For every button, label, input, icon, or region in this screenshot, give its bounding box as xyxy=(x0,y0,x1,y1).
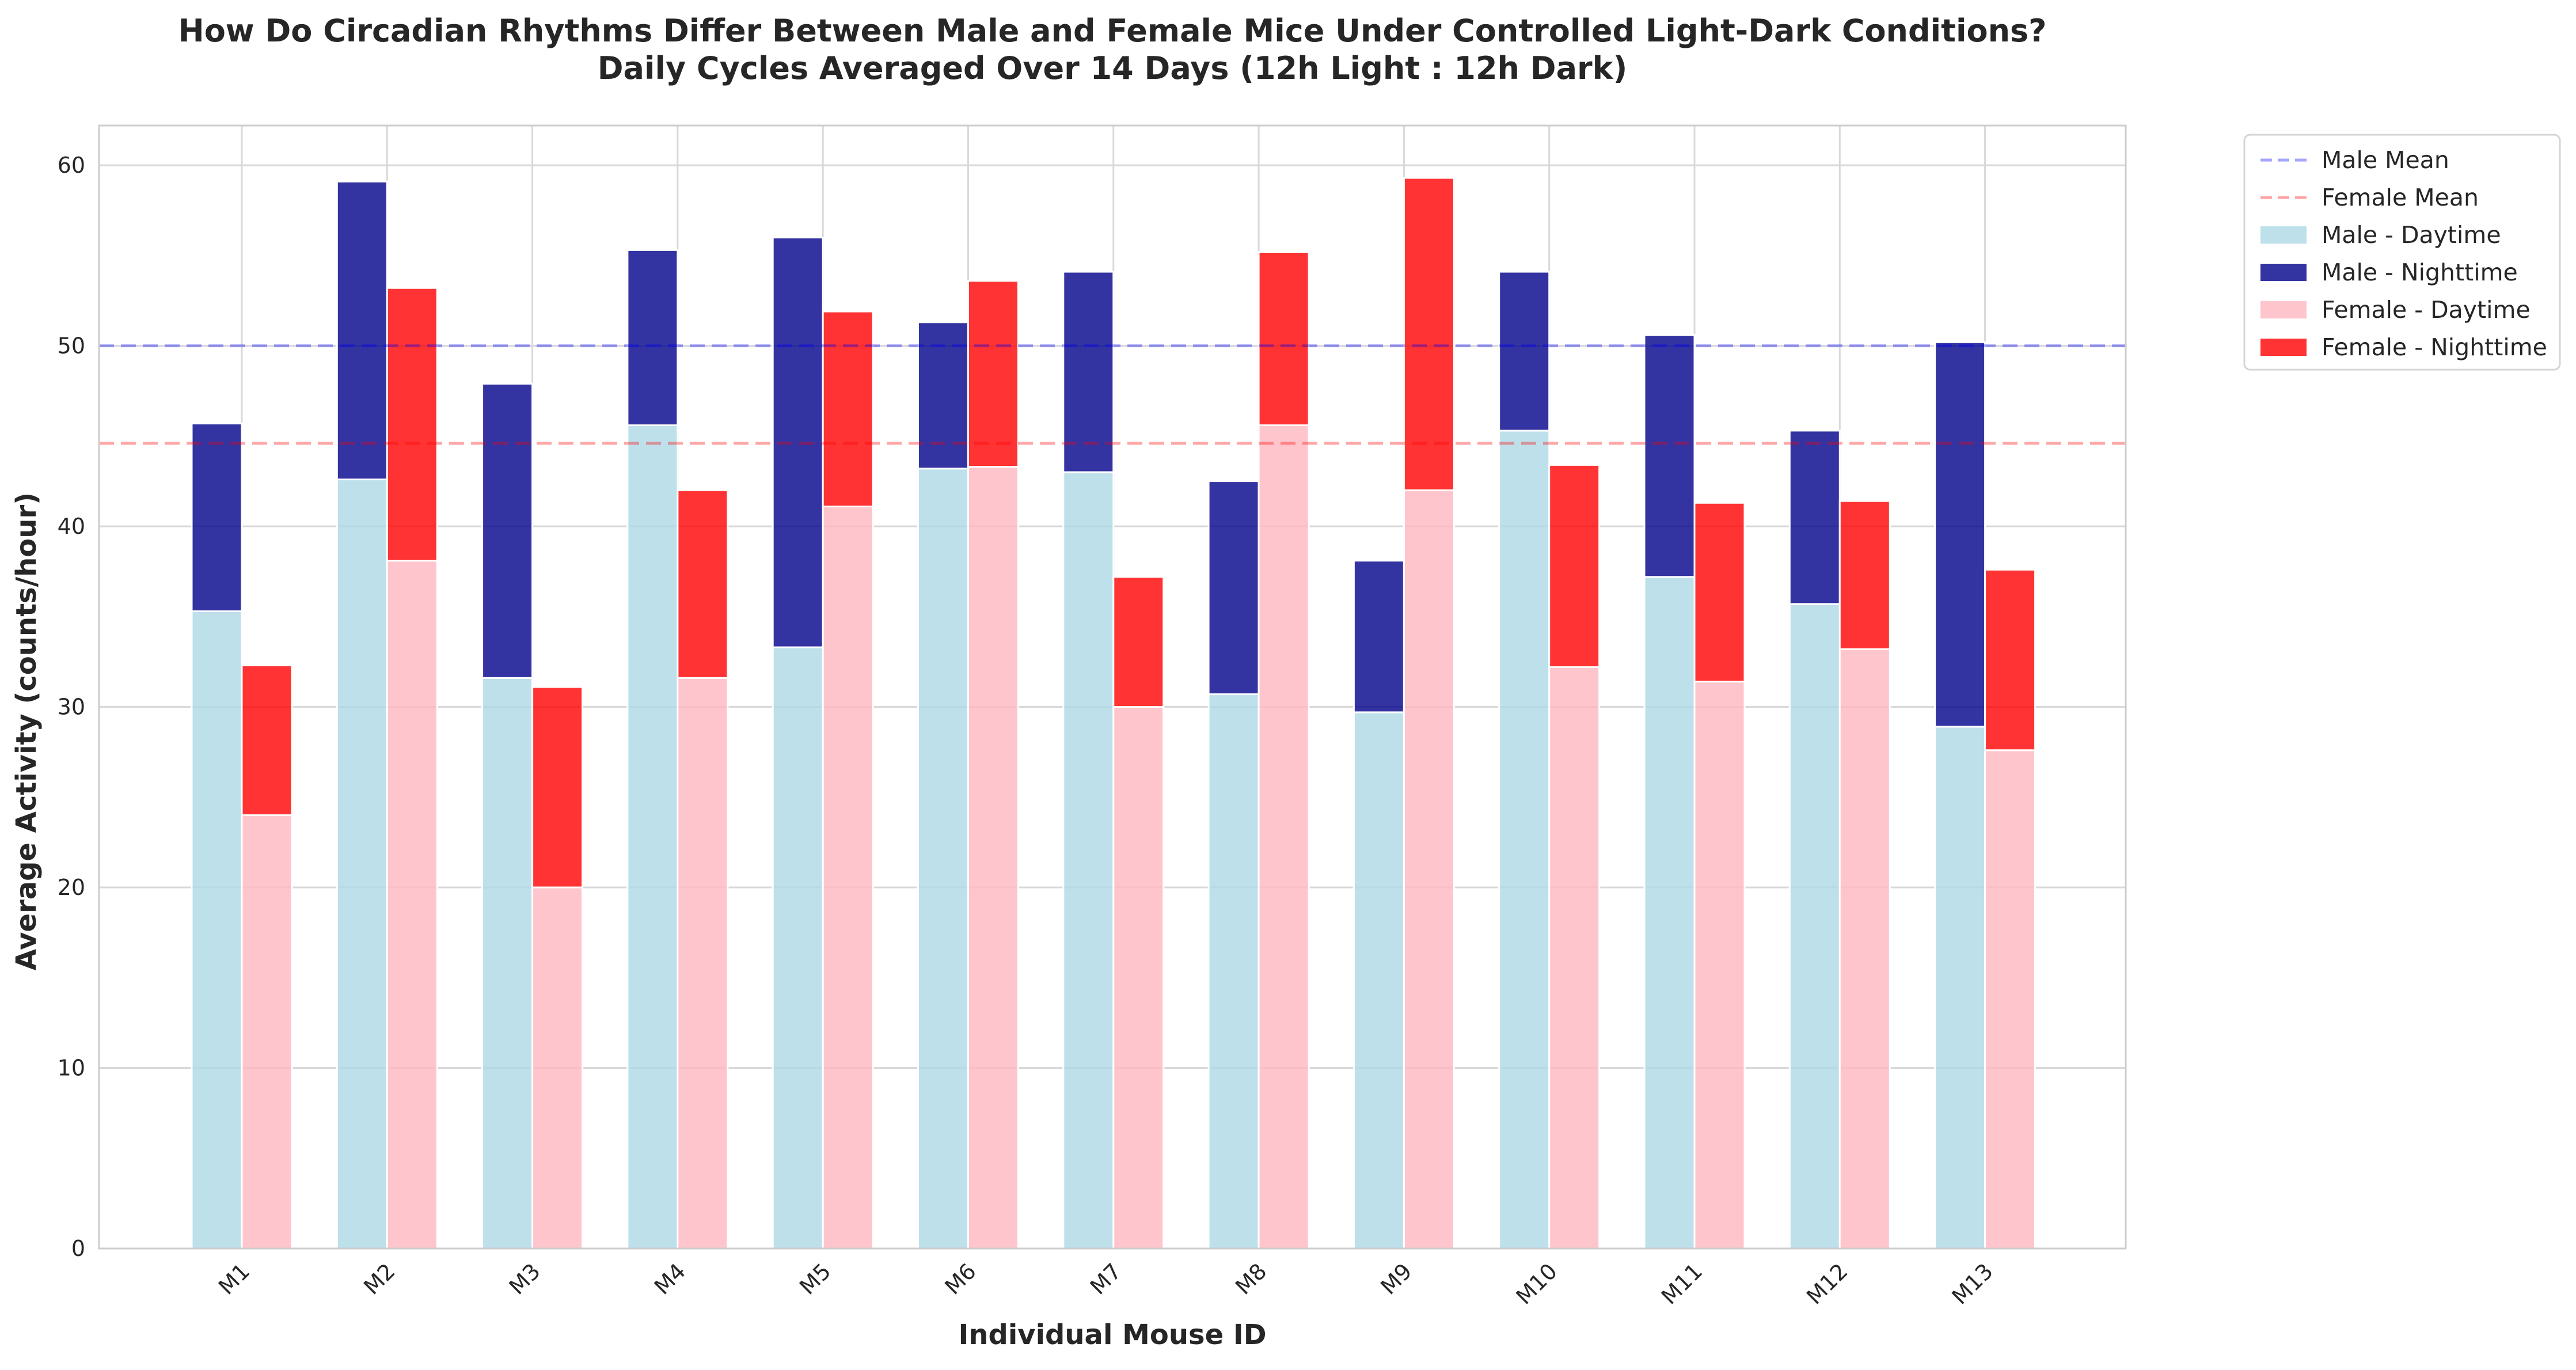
bar xyxy=(1403,177,1455,491)
bar xyxy=(1788,603,1841,1250)
legend-label: Female Mean xyxy=(2322,184,2479,211)
legend-swatch xyxy=(2260,264,2307,281)
legend-label: Male - Daytime xyxy=(2322,221,2501,249)
bar xyxy=(1498,271,1551,432)
legend-box xyxy=(2243,134,2561,371)
chart-subtitle: Daily Cycles Averaged Over 14 Days (12h … xyxy=(598,50,1628,86)
bar xyxy=(626,424,679,1250)
bar xyxy=(1548,666,1601,1250)
bar xyxy=(1207,480,1260,696)
y-tick-label: 50 xyxy=(58,333,85,358)
bar xyxy=(241,664,293,817)
bar xyxy=(822,310,874,507)
x-tick-label: M6 xyxy=(940,1258,981,1299)
x-tick-label: M13 xyxy=(1947,1258,1997,1309)
bar xyxy=(1403,489,1455,1250)
x-tick-label: M3 xyxy=(504,1258,545,1299)
bar xyxy=(1693,502,1746,683)
bar xyxy=(531,686,584,889)
bar xyxy=(481,677,534,1250)
bar xyxy=(241,814,293,1250)
y-axis-label: Average Activity (counts/hour) xyxy=(10,492,43,970)
bar xyxy=(531,886,584,1250)
legend-label: Male - Nighttime xyxy=(2322,259,2518,286)
x-tick-label: M7 xyxy=(1085,1258,1126,1299)
legend-swatch xyxy=(2260,301,2307,318)
plot-frame xyxy=(98,124,2127,1250)
bar xyxy=(386,560,438,1250)
bar xyxy=(1643,334,1696,578)
x-tick-label: M5 xyxy=(795,1258,835,1299)
x-tick-label: M8 xyxy=(1230,1258,1271,1299)
y-tick-label: 0 xyxy=(71,1236,85,1261)
y-tick-label: 30 xyxy=(58,694,85,719)
bar xyxy=(1062,271,1115,473)
y-tick-label: 20 xyxy=(58,875,85,900)
bar xyxy=(1352,560,1405,714)
x-tick-label: M12 xyxy=(1802,1258,1852,1309)
bar xyxy=(772,646,824,1250)
bar xyxy=(336,478,388,1250)
y-tick-label: 60 xyxy=(58,153,85,178)
bar xyxy=(1984,568,2037,752)
bar xyxy=(1838,648,1891,1250)
bar xyxy=(1693,681,1746,1250)
bar xyxy=(1934,726,1986,1250)
x-tick-label: M9 xyxy=(1376,1258,1416,1299)
y-tick-label: 10 xyxy=(58,1055,85,1080)
bar xyxy=(1934,341,1986,728)
bar xyxy=(1548,464,1601,669)
x-tick-label: M1 xyxy=(214,1258,254,1299)
bar xyxy=(1984,749,2037,1250)
x-tick-label: M4 xyxy=(649,1258,690,1299)
bar xyxy=(1498,430,1551,1250)
x-tick-label: M11 xyxy=(1656,1258,1707,1309)
bar xyxy=(626,249,679,426)
bar xyxy=(772,236,824,648)
bar xyxy=(1257,424,1310,1250)
chart-title: How Do Circadian Rhythms Differ Between … xyxy=(178,13,2047,49)
bar xyxy=(386,287,438,562)
x-axis-label: Individual Mouse ID xyxy=(958,1319,1266,1351)
bar xyxy=(967,280,1019,468)
legend-label: Female - Nighttime xyxy=(2322,333,2547,361)
bars xyxy=(191,177,2037,1250)
bar xyxy=(1112,705,1165,1250)
x-tick-label: M2 xyxy=(359,1258,400,1299)
legend-label: Male Mean xyxy=(2322,146,2449,174)
bar xyxy=(677,489,729,679)
bar xyxy=(917,321,969,470)
y-tick-label: 40 xyxy=(58,514,85,539)
bar xyxy=(917,468,969,1250)
bar xyxy=(967,466,1019,1250)
bar xyxy=(191,422,243,612)
legend-label: Female - Daytime xyxy=(2322,296,2531,324)
bar xyxy=(1257,251,1310,426)
bar xyxy=(481,382,534,679)
bar xyxy=(1838,500,1891,650)
bar xyxy=(677,677,729,1250)
bar xyxy=(1352,711,1405,1250)
bar xyxy=(1062,471,1115,1250)
bar xyxy=(1643,576,1696,1250)
legend-swatch xyxy=(2260,226,2307,244)
x-tick-label: M10 xyxy=(1511,1258,1562,1309)
legend-swatch xyxy=(2260,339,2307,356)
legend: Male Mean Female Mean Male - Daytime Male -… xyxy=(2243,134,2561,371)
bar xyxy=(1788,430,1841,605)
bar xyxy=(1112,576,1165,708)
reference-lines xyxy=(99,344,2126,445)
bar xyxy=(191,610,243,1250)
bar xyxy=(1207,693,1260,1250)
bar xyxy=(336,180,388,480)
bar xyxy=(822,505,874,1250)
